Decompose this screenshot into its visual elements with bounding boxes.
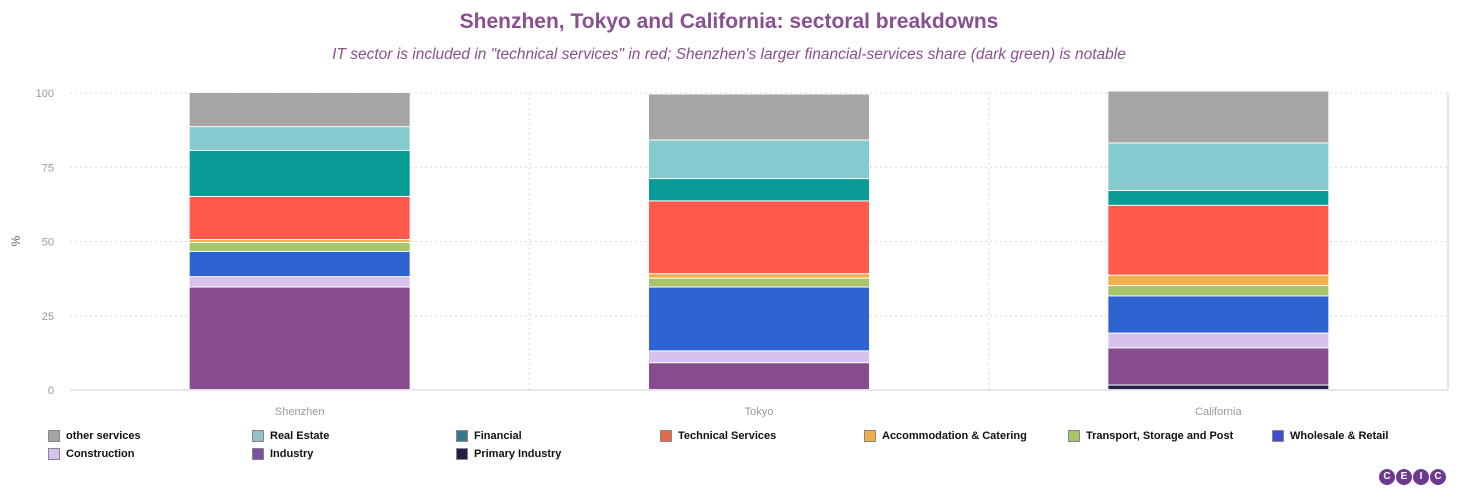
legend-item[interactable]: Technical Services [660,427,776,445]
legend-swatch [456,448,468,460]
legend-label: Transport, Storage and Post [1086,430,1234,442]
bar-segment-financial [1108,191,1329,205]
bar-segment-technical-services [649,201,869,274]
bar-segment-construction [1108,333,1329,348]
legend-label: Wholesale & Retail [1290,430,1389,442]
legend-item[interactable]: Real Estate [252,427,329,445]
bar-segment-accommodation-catering [1108,275,1329,286]
x-tick-label: Shenzhen [275,406,325,418]
x-tick-label: Tokyo [745,406,774,418]
bar-segment-industry [189,287,410,389]
bar-segment-industry [649,363,869,389]
bar-segment-real-estate [189,127,410,150]
bar-segment-transport-storage-and-post [649,278,869,287]
legend-swatch [864,430,876,442]
bar-segment-accommodation-catering [649,274,869,278]
bar-segment-wholesale-retail [189,251,410,277]
legend-swatch [48,448,60,460]
bar-segment-transport-storage-and-post [189,242,410,251]
legend-label: Primary Industry [474,448,562,460]
y-tick-label: 25 [42,311,54,323]
bar-segment-other-services [1108,91,1329,143]
legend-item[interactable]: Construction [48,445,134,463]
bar-segment-construction [189,277,410,287]
bar-segment-transport-storage-and-post [1108,286,1329,296]
legend-label: other services [66,430,141,442]
x-tick-label: California [1195,406,1242,418]
y-tick-label: 100 [36,88,54,100]
y-tick-label: 75 [42,162,54,174]
legend-swatch [252,430,264,442]
y-tick-label: 50 [42,237,54,249]
legend-swatch [48,430,60,442]
bar-segment-real-estate [649,140,869,179]
legend-swatch [252,448,264,460]
stacked-bar-chart: 0 25 50 75 100% Shenzhen Tokyo California [9,88,1449,418]
legend-label: Technical Services [678,430,777,442]
legend-label: Industry [270,448,314,460]
bar-segment-real-estate [1108,143,1329,191]
logo-letter: C [1379,469,1395,485]
legend-label: Financial [474,430,522,442]
legend-label: Accommodation & Catering [882,430,1027,442]
logo-letter: E [1396,469,1412,485]
legend-label: Construction [66,448,135,460]
legend-item[interactable]: Primary Industry [456,445,561,463]
legend-item[interactable]: Wholesale & Retail [1272,427,1388,445]
bar-segment-financial [649,179,869,201]
legend-swatch [660,430,672,442]
bar-segment-other-services [649,94,869,140]
bar-segment-industry [1108,348,1329,385]
chart-title: Shenzhen, Tokyo and California: sectoral… [459,10,999,33]
legend-item[interactable]: Industry [252,445,313,463]
bar-segment-other-services [189,93,410,127]
bar-segment-wholesale-retail [1108,296,1329,333]
legend-swatch [456,430,468,442]
bar-segment-construction [649,351,869,363]
legend-item[interactable]: Accommodation & Catering [864,427,1027,445]
legend-item[interactable]: other services [48,427,141,445]
logo-letter: I [1413,469,1429,485]
logo-letter: C [1430,469,1446,485]
bar-segment-technical-services [189,196,410,240]
bar-segment-technical-services [1108,205,1329,275]
y-axis-label: % [9,235,23,246]
legend-swatch [1068,430,1080,442]
legend-swatch [1272,430,1284,442]
chart-subtitle: IT sector is included in "technical serv… [332,46,1126,63]
y-tick-label: 0 [48,385,54,397]
legend-item[interactable]: Transport, Storage and Post [1068,427,1233,445]
bar-segment-accommodation-catering [189,240,410,242]
bar-segment-wholesale-retail [649,287,869,351]
legend-label: Real Estate [270,430,330,442]
bar-segment-primary-industry [1108,385,1329,389]
bar-segment-financial [189,150,410,196]
legend-item[interactable]: Financial [456,427,522,445]
